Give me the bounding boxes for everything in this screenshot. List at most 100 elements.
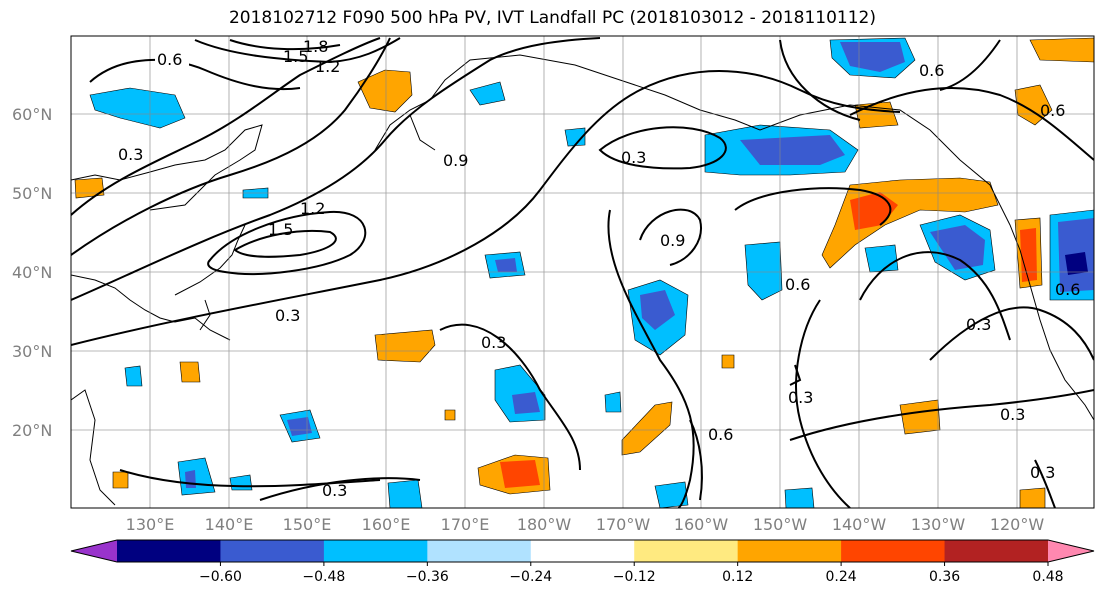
colorbar-tick-label: −0.48: [302, 569, 345, 585]
contour-label: 0.3: [1030, 463, 1055, 482]
latitude-labels: 60°N 50°N 40°N 30°N 20°N: [12, 105, 52, 440]
contour-label: 0.6: [785, 275, 810, 294]
contour-label: 0.3: [621, 148, 646, 167]
lon-label: 180°W: [517, 515, 572, 534]
neg-anomaly: [512, 392, 540, 414]
colorbar-extend-high: [1048, 540, 1094, 562]
pos-anomaly: [357, 69, 413, 113]
pv-contours: [71, 37, 1094, 508]
colorbar-outline: [70, 539, 1095, 563]
contour-label: 1.2: [315, 57, 340, 76]
colorbar-segment: [323, 540, 428, 562]
pos-anomaly: [112, 471, 129, 489]
lon-label: 140°W: [832, 515, 887, 534]
colorbar-tick-label: 0.36: [929, 569, 960, 585]
pos-anomaly: [1029, 37, 1094, 63]
neg-anomaly: [229, 474, 253, 491]
neg-anomaly: [495, 258, 517, 272]
map-frame: [70, 35, 1095, 509]
colorbar-tick-label: −0.24: [509, 569, 552, 585]
contour-label: 0.3: [966, 315, 991, 334]
contour-label: 0.3: [275, 306, 300, 325]
contour-label: 0.6: [1055, 280, 1080, 299]
contour-labels: 0.6 1.5 1.8 1.2 0.3 0.9 1.5 1.2 0.6 0.3 …: [118, 37, 1080, 500]
longitude-labels: 130°E 140°E 150°E 160°E 170°E 180°W 170°…: [126, 515, 1045, 534]
neg-anomaly: [564, 127, 586, 147]
colorbar-segment: [737, 540, 842, 562]
colorbar-tick-label: −0.60: [199, 569, 242, 585]
pos-anomaly: [1020, 228, 1037, 282]
lat-label: 30°N: [12, 342, 52, 361]
lat-label: 40°N: [12, 263, 52, 282]
colorbar-tick-label: 0.48: [1032, 569, 1063, 585]
neg-anomaly: [287, 417, 312, 436]
contour-label: 0.3: [788, 388, 813, 407]
lon-label: 170°E: [441, 515, 490, 534]
gridlines: [71, 36, 1094, 508]
contour-label: 0.6: [1040, 101, 1065, 120]
neg-anomaly: [387, 479, 423, 508]
colorbar: [70, 539, 1095, 563]
contour-label: 0.3: [481, 333, 506, 352]
colorbar-extend-low: [71, 540, 117, 562]
contour-label: 0.3: [1000, 405, 1025, 424]
contour-label: 1.5: [268, 220, 293, 239]
lat-label: 20°N: [12, 421, 52, 440]
neg-anomaly: [640, 290, 675, 330]
colorbar-segment: [220, 540, 325, 562]
lon-label: 120°W: [990, 515, 1045, 534]
contour-label: 0.6: [157, 50, 182, 69]
lat-label: 50°N: [12, 184, 52, 203]
lon-label: 170°W: [596, 515, 651, 534]
lon-label: 140°E: [205, 515, 254, 534]
lon-label: 150°E: [283, 515, 332, 534]
contour-label: 0.6: [708, 425, 733, 444]
lon-label: 160°E: [362, 515, 411, 534]
neg-anomaly: [784, 487, 815, 508]
colorbar-segment: [634, 540, 739, 562]
pos-anomaly: [899, 399, 941, 435]
pos-anomaly: [74, 177, 105, 199]
colorbar-ticks: −0.60 −0.48 −0.36 −0.24 −0.12 0.12 0.24 0.36 0.4…: [199, 562, 1064, 585]
contour-label: 0.9: [660, 231, 685, 250]
neg-anomaly: [740, 135, 845, 165]
contour-label: 0.3: [118, 145, 143, 164]
colorbar-segment: [117, 540, 221, 562]
lat-label: 60°N: [12, 105, 52, 124]
colorbar-tick-label: 0.24: [826, 569, 857, 585]
contour-label: 1.2: [300, 199, 325, 218]
pos-anomaly: [444, 409, 456, 421]
neg-anomaly: [124, 365, 143, 387]
contour-label: 0.3: [322, 481, 347, 500]
contour-label: 1.5: [283, 47, 308, 66]
pos-anomaly: [1019, 487, 1046, 508]
neg-anomaly: [604, 391, 622, 413]
neg-anomaly: [864, 244, 899, 273]
lon-label: 130°E: [126, 515, 175, 534]
pos-anomaly: [374, 329, 436, 363]
colorbar-tick-label: 0.12: [722, 569, 753, 585]
colorbar-segment: [530, 540, 635, 562]
lon-label: 160°W: [674, 515, 729, 534]
contour-label: 0.6: [919, 61, 944, 80]
pos-anomaly: [621, 401, 673, 456]
pos-anomaly: [500, 460, 540, 488]
contour-label: 0.9: [443, 151, 468, 170]
lon-label: 130°W: [911, 515, 966, 534]
neg-anomaly: [89, 87, 186, 129]
neg-anomaly: [185, 470, 196, 488]
neg-anomaly: [840, 42, 905, 72]
colorbar-segment: [841, 540, 946, 562]
neg-anomaly: [469, 81, 506, 106]
neg-anomaly: [930, 225, 985, 270]
neg-anomaly: [654, 481, 689, 508]
colorbar-tick-label: −0.12: [613, 569, 656, 585]
colorbar-tick-label: −0.36: [406, 569, 449, 585]
pos-anomaly: [721, 354, 735, 369]
pos-anomaly: [179, 361, 201, 383]
lon-label: 150°W: [753, 515, 808, 534]
contour-label: 1.8: [303, 37, 328, 56]
colorbar-segment: [944, 540, 1049, 562]
colorbar-segment: [427, 540, 532, 562]
